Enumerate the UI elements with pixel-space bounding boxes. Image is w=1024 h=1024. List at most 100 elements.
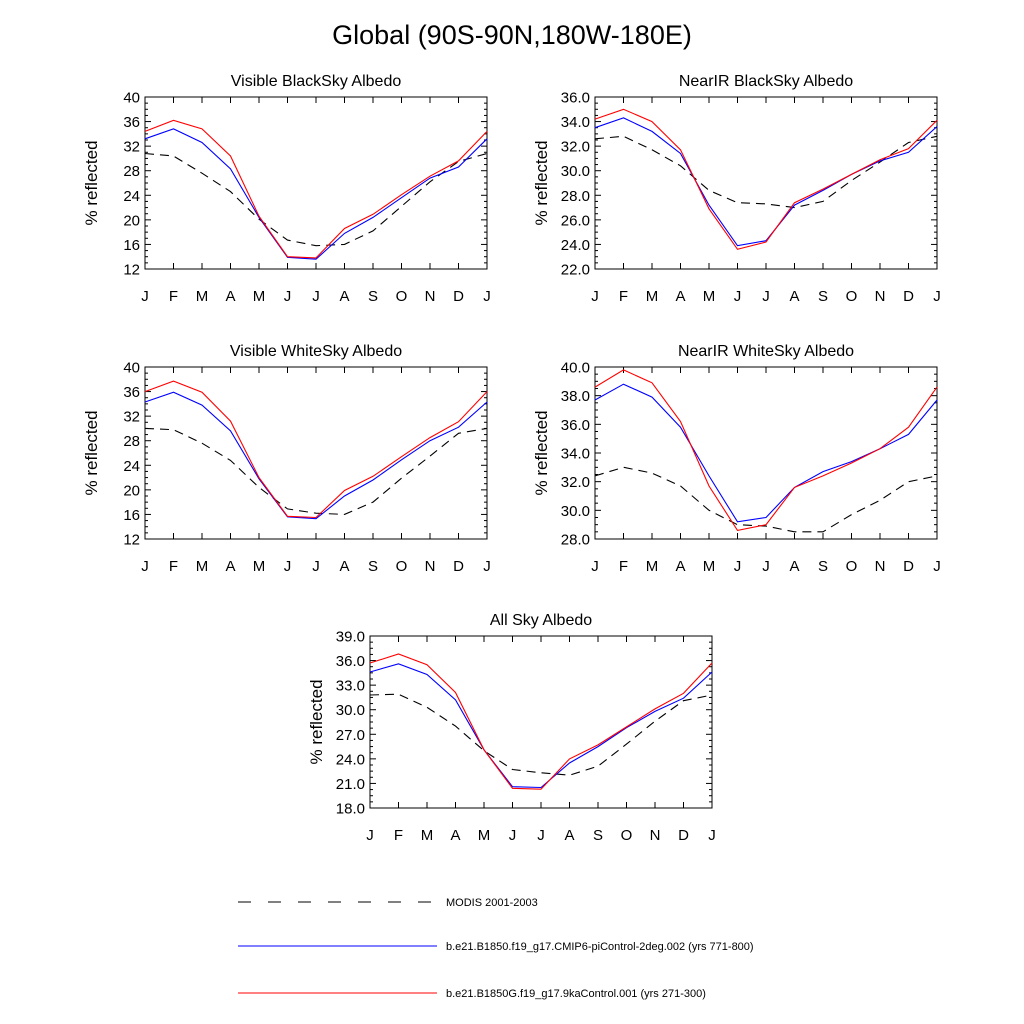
x-tick-label: O [621, 827, 633, 844]
y-tick-label: 27.0 [336, 727, 365, 744]
x-tick-label: M [646, 558, 659, 575]
x-tick-label: J [734, 558, 742, 575]
x-tick-label: O [846, 288, 858, 305]
y-tick-label: 16 [123, 507, 140, 524]
y-tick-label: 21.0 [336, 776, 365, 793]
x-tick-label: J [933, 288, 941, 305]
y-tick-label: 30.0 [336, 702, 365, 719]
chart-title: Visible BlackSky Albedo [231, 73, 402, 90]
x-tick-label: O [396, 558, 408, 575]
legend-label: MODIS 2001-2003 [446, 897, 538, 909]
x-tick-label: A [225, 558, 235, 575]
y-tick-label: 24.0 [336, 751, 365, 768]
y-tick-label: 28 [123, 433, 140, 450]
x-tick-label: F [169, 288, 178, 305]
y-tick-label: 24 [123, 458, 140, 475]
x-tick-label: J [141, 558, 149, 575]
series-line-ka9 [594, 108, 938, 250]
y-tick-label: 38.0 [561, 388, 590, 405]
y-tick-label: 18.0 [336, 801, 365, 818]
y-tick-label: 40 [123, 360, 140, 377]
y-tick-label: 34.0 [561, 114, 590, 131]
y-tick-label: 36 [123, 114, 140, 131]
x-tick-label: N [875, 558, 886, 575]
x-tick-label: J [483, 288, 491, 305]
x-tick-label: A [564, 827, 574, 844]
x-tick-label: M [646, 288, 659, 305]
series-line-cmip6 [369, 663, 713, 789]
x-tick-label: A [450, 827, 460, 844]
x-tick-label: N [650, 827, 661, 844]
y-tick-label: 12 [123, 532, 140, 549]
x-tick-label: J [284, 558, 292, 575]
x-tick-label: J [933, 558, 941, 575]
x-tick-label: J [734, 288, 742, 305]
chart-panel: NearIR WhiteSky Albedo % reflected 28.0 30.… [532, 343, 941, 575]
x-tick-label: J [366, 827, 374, 844]
x-tick-label: A [675, 288, 685, 305]
series-line-ka9 [369, 653, 713, 790]
x-tick-label: N [875, 288, 886, 305]
series-line-modis [144, 152, 488, 247]
x-tick-label: F [394, 827, 403, 844]
x-tick-label: J [591, 558, 599, 575]
y-axis-label: % reflected [82, 410, 101, 495]
y-tick-label: 34.0 [561, 446, 590, 463]
series-line-cmip6 [144, 128, 488, 260]
x-tick-label: J [708, 827, 716, 844]
x-tick-label: M [421, 827, 434, 844]
y-tick-label: 16 [123, 237, 140, 254]
x-tick-label: J [762, 288, 770, 305]
x-tick-label: M [478, 827, 491, 844]
y-tick-label: 36.0 [561, 417, 590, 434]
y-tick-label: 40 [123, 90, 140, 107]
y-tick-label: 33.0 [336, 678, 365, 695]
y-axis-label: % reflected [532, 410, 551, 495]
x-tick-label: J [141, 288, 149, 305]
legend-label: b.e21.B1850G.f19_g17.9kaControl.001 (yrs… [446, 988, 706, 1000]
y-tick-label: 24.0 [561, 237, 590, 254]
x-tick-label: F [619, 558, 628, 575]
x-tick-label: S [818, 558, 828, 575]
y-tick-label: 32 [123, 409, 140, 426]
x-tick-label: J [312, 558, 320, 575]
series-line-ka9 [144, 119, 488, 259]
x-tick-label: M [703, 288, 716, 305]
x-tick-label: J [762, 558, 770, 575]
x-tick-label: A [789, 288, 799, 305]
x-tick-label: A [339, 288, 349, 305]
x-tick-label: D [453, 558, 464, 575]
x-tick-label: D [903, 558, 914, 575]
chart-title: Visible WhiteSky Albedo [230, 343, 402, 360]
x-tick-label: S [368, 288, 378, 305]
y-tick-label: 39.0 [336, 629, 365, 646]
x-tick-label: S [593, 827, 603, 844]
y-tick-label: 12 [123, 262, 140, 279]
x-tick-label: F [169, 558, 178, 575]
x-tick-label: J [509, 827, 517, 844]
x-tick-label: M [196, 288, 209, 305]
plot-frame [144, 96, 488, 270]
x-tick-label: A [225, 288, 235, 305]
series-line-cmip6 [144, 391, 488, 520]
y-tick-label: 32.0 [561, 474, 590, 491]
x-tick-label: A [789, 558, 799, 575]
chart-title: NearIR WhiteSky Albedo [678, 343, 854, 360]
series-line-cmip6 [594, 117, 938, 247]
x-tick-label: D [678, 827, 689, 844]
series-line-modis [594, 466, 938, 533]
series-line-cmip6 [594, 383, 938, 523]
y-axis-label: % reflected [532, 140, 551, 225]
y-tick-label: 20 [123, 212, 140, 229]
y-tick-label: 36.0 [561, 90, 590, 107]
chart-panel: NearIR BlackSky Albedo % reflected 22.0 24.… [532, 73, 941, 305]
y-tick-label: 28.0 [561, 532, 590, 549]
x-tick-label: N [425, 558, 436, 575]
y-tick-label: 36.0 [336, 653, 365, 670]
x-tick-label: J [591, 288, 599, 305]
y-tick-label: 28.0 [561, 188, 590, 205]
y-tick-label: 32 [123, 139, 140, 156]
legend: MODIS 2001-2003 b.e21.B1850.f19_g17.CMIP6… [238, 897, 754, 1000]
